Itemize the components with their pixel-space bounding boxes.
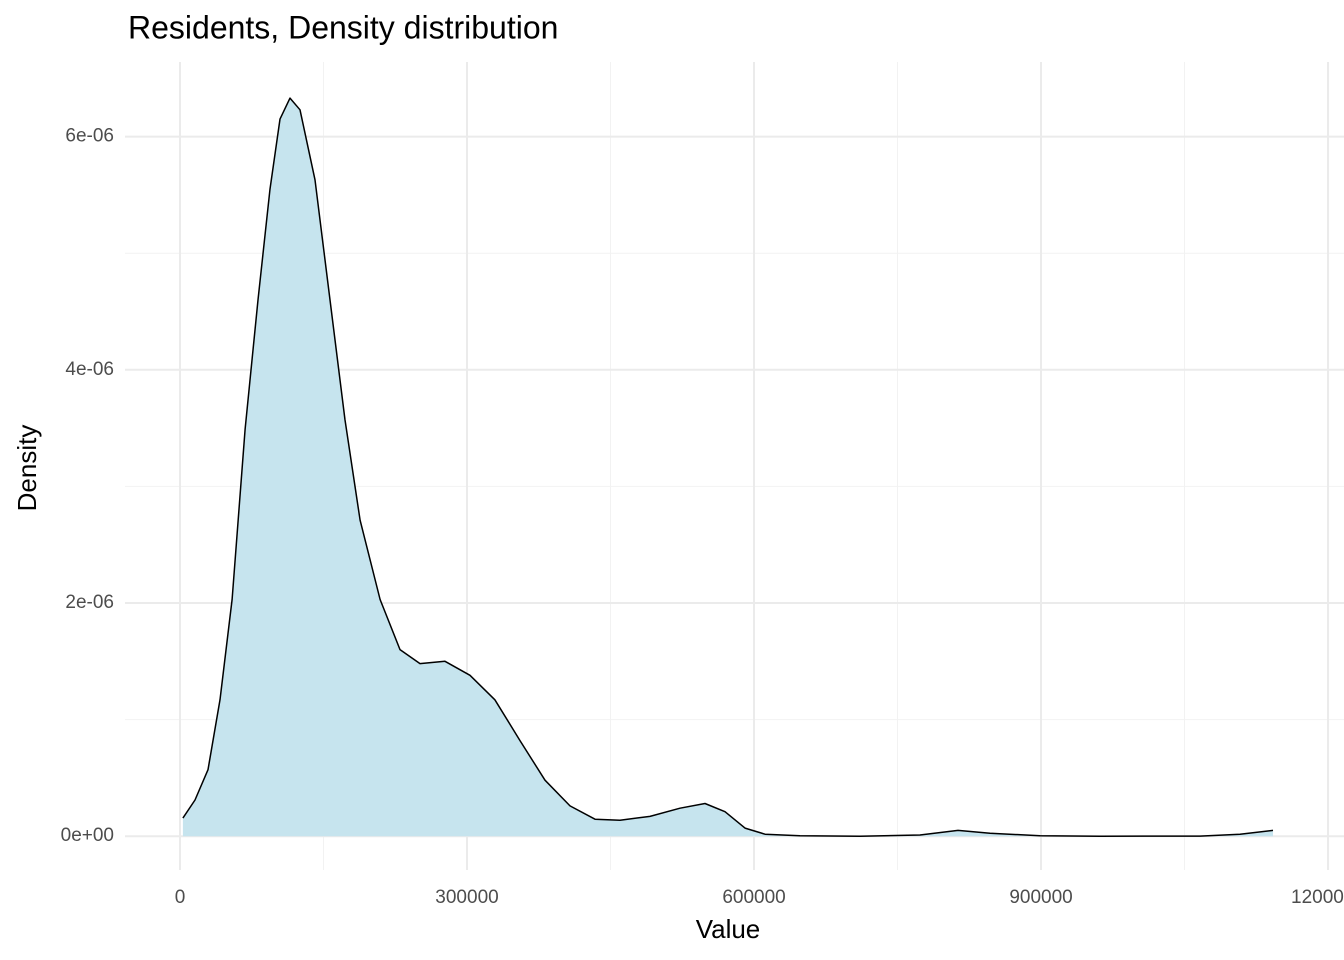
x-axis-label: Value: [696, 914, 761, 944]
y-axis-label: Density: [12, 425, 42, 512]
y-tick-label: 0e+00: [61, 825, 114, 846]
x-tick-label: 600000: [722, 887, 785, 908]
x-tick-label: 300000: [435, 887, 498, 908]
x-tick-label: 1200000: [1291, 887, 1344, 908]
y-tick-label: 6e-06: [65, 126, 114, 147]
x-tick-label: 900000: [1009, 887, 1072, 908]
x-tick-label: 0: [175, 887, 186, 908]
density-line: [182, 97, 1274, 837]
chart-title: Residents, Density distribution: [128, 9, 558, 45]
y-tick-label: 4e-06: [65, 359, 114, 380]
density-area: [182, 98, 1273, 837]
y-tick-label: 2e-06: [65, 592, 114, 613]
